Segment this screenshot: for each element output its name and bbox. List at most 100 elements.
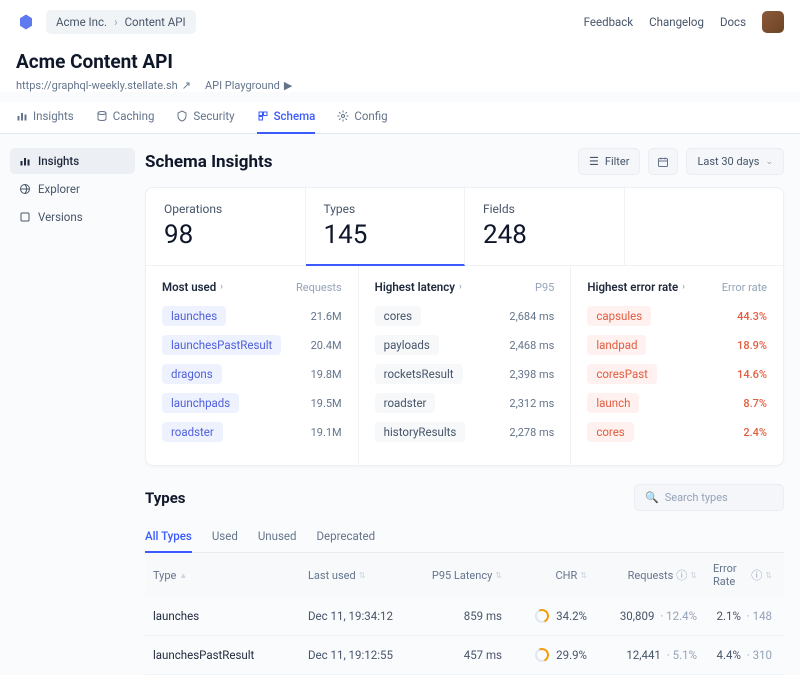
type-pill: launches — [162, 306, 226, 326]
type-pill: cores — [375, 306, 421, 326]
metric-value: 2,468 ms — [509, 339, 554, 352]
chevron-down-icon: ⌄ — [765, 157, 773, 167]
metric-value: 14.6% — [737, 368, 767, 381]
type-pill: landpad — [587, 335, 646, 355]
list-item[interactable]: historyResults 2,278 ms — [375, 422, 555, 442]
breadcrumb[interactable]: Acme Inc. › Content API — [46, 10, 196, 34]
type-pill: payloads — [375, 335, 439, 355]
type-pill: launchesPastResult — [162, 335, 281, 355]
tab-security[interactable]: Security — [176, 102, 234, 134]
metric-value: 18.9% — [737, 339, 767, 352]
breadcrumb-org: Acme Inc. — [56, 15, 107, 29]
type-pill: roadster — [375, 393, 436, 413]
type-pill: cores — [587, 422, 633, 442]
external-link-icon: ↗ — [182, 79, 191, 92]
filter-button[interactable]: ☰Filter — [578, 148, 640, 175]
nav-feedback[interactable]: Feedback — [584, 15, 633, 29]
list-item[interactable]: payloads 2,468 ms — [375, 335, 555, 355]
col-type[interactable]: Type▲ — [145, 562, 300, 588]
table-row[interactable]: launches Dec 11, 19:34:12 859 ms 34.2% 3… — [145, 597, 784, 636]
logo[interactable] — [16, 12, 36, 32]
col-req[interactable]: Requestsⓘ⇅ — [595, 562, 705, 588]
sidebar-item-insights[interactable]: Insights — [10, 148, 135, 174]
stat-fields[interactable]: Fields 248 — [465, 188, 625, 265]
metric-value: 20.4M — [311, 339, 342, 352]
subtab-unused[interactable]: Unused — [258, 521, 297, 553]
most-used-header[interactable]: Most used› — [162, 280, 223, 294]
chevron-right-icon: › — [459, 282, 462, 292]
col-p95[interactable]: P95 Latency⇅ — [415, 562, 510, 588]
subtab-used[interactable]: Used — [212, 521, 238, 553]
play-icon: ▶ — [284, 79, 292, 92]
daterange-button[interactable]: Last 30 days⌄ — [686, 148, 784, 175]
type-pill: dragons — [162, 364, 222, 384]
search-icon: 🔍 — [645, 491, 659, 504]
list-item[interactable]: rocketsResult2,398 ms — [375, 364, 555, 384]
metric-value: 19.1M — [311, 426, 342, 439]
table-row[interactable]: launchesPastResult Dec 11, 19:12:55 457 … — [145, 636, 784, 675]
subtab-all[interactable]: All Types — [145, 521, 192, 553]
list-item[interactable]: launches 21.6M — [162, 306, 342, 326]
table-header: Type▲ Last used⇅ P95 Latency⇅ CHR⇅ Reque… — [145, 553, 784, 597]
types-title: Types — [145, 489, 186, 507]
type-pill: launchpads — [162, 393, 239, 413]
type-pill: roadster — [162, 422, 223, 442]
type-pill: capsules — [587, 306, 651, 326]
donut-icon — [535, 609, 549, 623]
errors-panel: Highest error rate›Error rate capsules44… — [571, 266, 783, 465]
filter-icon: ☰ — [589, 155, 599, 168]
most-used-panel: Most used›Requests launches21.6Mlaunches… — [146, 266, 359, 465]
sidebar-item-versions[interactable]: Versions — [10, 204, 135, 230]
col-last[interactable]: Last used⇅ — [300, 562, 415, 588]
stat-types[interactable]: Types 145 — [306, 188, 466, 266]
list-item[interactable]: launch 8.7% — [587, 393, 767, 413]
calendar-button[interactable] — [648, 148, 678, 175]
tab-insights[interactable]: Insights — [16, 102, 74, 134]
playground-link[interactable]: API Playground ▶ — [205, 79, 292, 92]
list-item[interactable]: roadster2,312 ms — [375, 393, 555, 413]
chevron-right-icon: › — [682, 282, 685, 292]
page-title: Acme Content API — [16, 50, 784, 73]
latency-header[interactable]: Highest latency› — [375, 280, 462, 294]
tab-caching[interactable]: Caching — [96, 102, 155, 134]
list-item[interactable]: launchpads 19.5M — [162, 393, 342, 413]
avatar[interactable] — [762, 11, 784, 33]
stat-empty — [625, 188, 784, 265]
col-err[interactable]: Error Rateⓘ⇅ — [705, 562, 784, 588]
section-title: Schema Insights — [145, 152, 273, 172]
tab-config[interactable]: Config — [337, 102, 387, 134]
list-item[interactable]: capsules 44.3% — [587, 306, 767, 326]
type-pill: coresPast — [587, 364, 657, 384]
chevron-right-icon: › — [220, 282, 223, 292]
tab-schema[interactable]: Schema — [257, 102, 316, 134]
list-item[interactable]: dragons 19.8M — [162, 364, 342, 384]
nav-docs[interactable]: Docs — [720, 15, 746, 29]
list-item[interactable]: landpad 18.9% — [587, 335, 767, 355]
list-item[interactable]: cores 2.4% — [587, 422, 767, 442]
nav-changelog[interactable]: Changelog — [649, 15, 704, 29]
metric-value: 2,684 ms — [509, 310, 554, 323]
metric-value: 19.8M — [311, 368, 342, 381]
stat-operations[interactable]: Operations 98 — [146, 188, 306, 265]
chevron-right-icon: › — [114, 15, 117, 29]
metric-value: 8.7% — [743, 397, 767, 410]
list-item[interactable]: coresPast 14.6% — [587, 364, 767, 384]
list-item[interactable]: launchesPastResult 20.4M — [162, 335, 342, 355]
search-types-input[interactable]: 🔍Search types — [634, 484, 784, 511]
metric-value: 2.4% — [743, 426, 767, 439]
list-item[interactable]: cores 2,684 ms — [375, 306, 555, 326]
col-chr[interactable]: CHR⇅ — [510, 562, 595, 588]
type-pill: launch — [587, 393, 639, 413]
metric-value: 21.6M — [311, 310, 342, 323]
errors-header[interactable]: Highest error rate› — [587, 280, 685, 294]
type-pill: historyResults — [375, 422, 466, 442]
metric-value: 44.3% — [737, 310, 767, 323]
subtab-deprecated[interactable]: Deprecated — [317, 521, 376, 553]
list-item[interactable]: roadster 19.1M — [162, 422, 342, 442]
sidebar-item-explorer[interactable]: Explorer — [10, 176, 135, 202]
api-url-link[interactable]: https://graphql-weekly.stellate.sh ↗ — [16, 79, 191, 92]
type-pill: rocketsResult — [375, 364, 463, 384]
breadcrumb-project: Content API — [125, 15, 186, 29]
metric-value: 2,278 ms — [509, 426, 554, 439]
metric-value: 19.5M — [311, 397, 342, 410]
